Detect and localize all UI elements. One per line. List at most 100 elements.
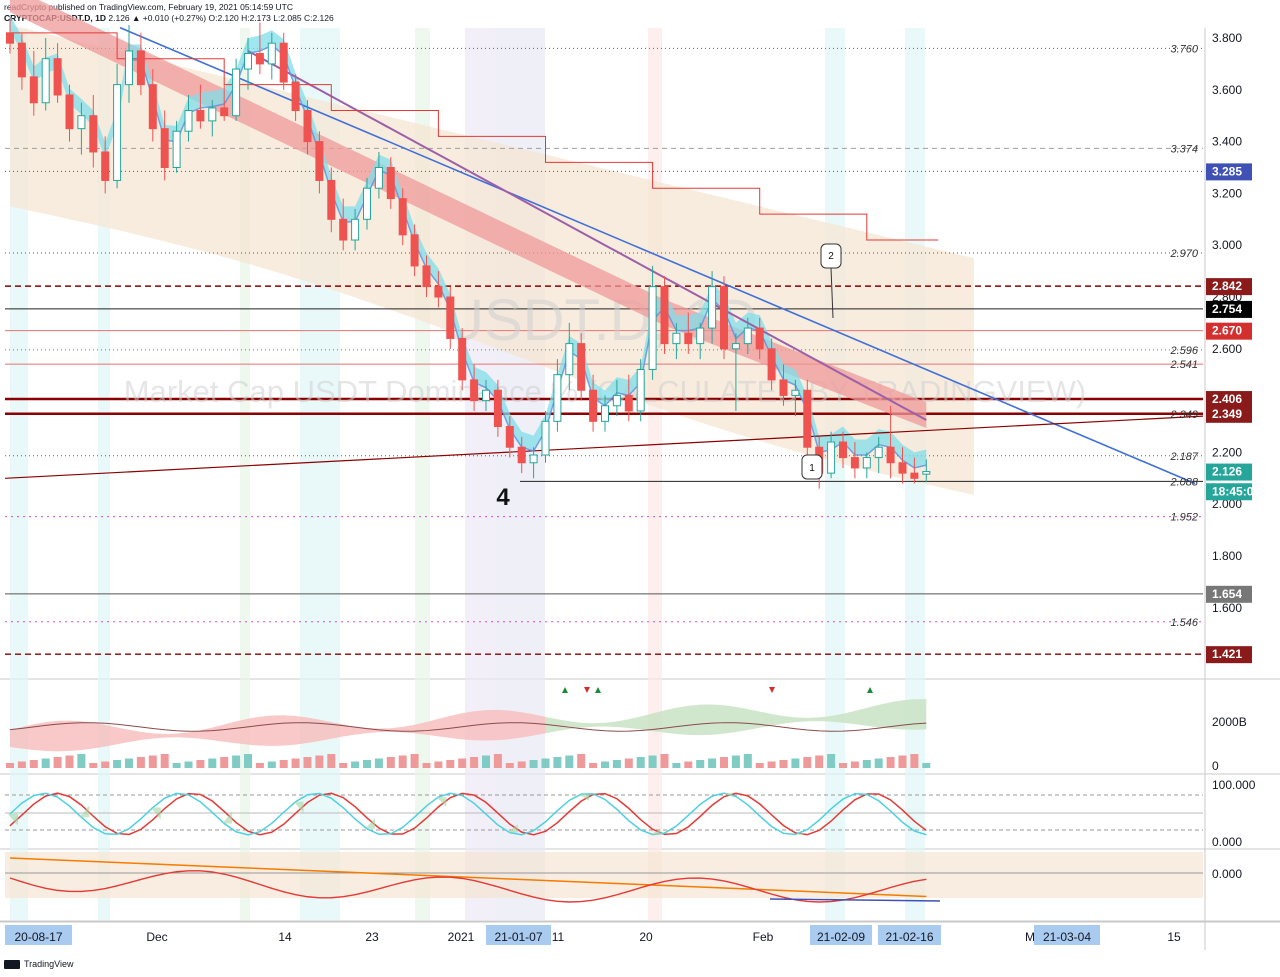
time-axis-tick: 20 — [639, 930, 653, 944]
time-axis-highlight-box — [878, 925, 941, 945]
candle-body — [601, 405, 609, 422]
callout-1-text: 1 — [809, 463, 815, 474]
candle-body — [327, 179, 336, 220]
osc-background — [5, 852, 1203, 898]
tradingview-footer: TradingView — [4, 959, 74, 969]
price-label-box — [1206, 278, 1252, 296]
session-band — [240, 28, 250, 920]
candle-body — [125, 50, 133, 86]
time-axis-highlight-label: 21-03-04 — [1043, 930, 1091, 944]
candle-body — [315, 141, 324, 181]
candle-body — [267, 42, 276, 65]
volume-bar — [255, 763, 264, 768]
volume-bar — [291, 758, 300, 768]
stoch-fill — [722, 793, 732, 797]
level-label: 1.952 — [1170, 512, 1198, 524]
time-axis-highlight-label: 21-02-09 — [817, 930, 865, 944]
candle-body — [577, 343, 586, 391]
osc-line — [9, 870, 927, 903]
volume-bar — [612, 760, 621, 768]
volume-bar — [374, 758, 383, 768]
stoch-fill — [507, 824, 518, 833]
osc-blue-line — [769, 898, 941, 902]
candle-body — [482, 389, 490, 402]
stoch-slow — [9, 792, 927, 836]
price-axis-tick: 2.000 — [1212, 497, 1242, 511]
price-axis-tick: 3.400 — [1212, 135, 1242, 149]
stoch-fill — [793, 832, 804, 835]
price-label-box — [1206, 163, 1252, 181]
candle-body — [874, 446, 883, 459]
stoch-fill — [650, 829, 661, 835]
volume-bar — [565, 755, 574, 768]
volume-bar — [148, 755, 157, 768]
volume-bar — [672, 763, 681, 768]
volume-bar — [839, 763, 847, 768]
volume-bar — [517, 761, 526, 768]
candle-body — [505, 426, 514, 448]
candle-body — [517, 446, 526, 464]
price-label-box — [1206, 463, 1252, 481]
ichimoku-cloud — [10, 25, 974, 495]
level-label: 2.187 — [1169, 451, 1198, 463]
volume-cloud-green — [545, 699, 927, 736]
ohlc-values: 2.126 ▲ +0.010 (+0.27%) O:2.120 H:2.173 … — [108, 13, 334, 23]
candle-body — [422, 265, 431, 288]
candle-body — [363, 187, 371, 220]
volume-bar — [77, 754, 86, 768]
volume-bar — [446, 760, 455, 768]
stoch-fill — [8, 814, 18, 826]
candle-body — [624, 394, 633, 412]
volume-bar — [850, 761, 859, 768]
volume-bar — [910, 754, 919, 768]
candle-body — [708, 286, 717, 329]
level-label: 2.349 — [1169, 409, 1198, 421]
publish-line: readCrypto published on TradingView.com,… — [4, 2, 293, 12]
volume-bar — [577, 754, 586, 768]
volume-bar — [125, 758, 133, 768]
volume-bar — [898, 755, 907, 768]
volume-bar — [470, 757, 479, 768]
price-label-box — [1206, 391, 1252, 409]
candle-body — [898, 462, 907, 474]
candle-body — [886, 446, 895, 464]
candle-body — [386, 167, 395, 200]
volume-bar — [351, 761, 360, 768]
candle-body — [672, 332, 681, 345]
candle-body — [541, 420, 550, 456]
volume-bar — [65, 755, 74, 768]
price-label-box — [1206, 483, 1252, 501]
candle-body — [160, 128, 169, 168]
volume-bar — [267, 761, 276, 768]
stoch-axis-tick: 100.000 — [1212, 778, 1256, 792]
session-band — [98, 28, 110, 920]
level-label: 2.541 — [1169, 359, 1198, 371]
time-axis-highlight-label: 21-02-16 — [885, 930, 933, 944]
volume-bar — [648, 755, 657, 768]
price-label-box — [1206, 300, 1252, 318]
time-axis-tick: 14 — [278, 930, 292, 944]
candle-body — [101, 151, 110, 181]
candle-body — [767, 348, 776, 381]
price-label-text: 18:45:03 — [1212, 484, 1260, 498]
time-axis-tick: 15 — [1167, 930, 1181, 944]
stepped-line — [10, 32, 939, 241]
level-label: 2.970 — [1169, 248, 1198, 260]
price-axis-tick: 3.600 — [1212, 83, 1242, 97]
candle-body — [779, 379, 788, 396]
candle-body — [827, 441, 836, 474]
callout-2-pointer — [830, 267, 834, 319]
candle-body — [148, 84, 157, 130]
stoch-fill — [222, 811, 233, 824]
volume-bar — [113, 760, 122, 768]
price-label-text: 2.349 — [1212, 407, 1242, 421]
candle-body — [255, 53, 264, 65]
price-label-box — [1206, 646, 1252, 664]
candle-body — [41, 58, 50, 104]
publish-info: readCrypto published on TradingView.com,… — [4, 2, 294, 12]
volume-bar — [89, 763, 98, 768]
time-axis-tick: 11 — [552, 930, 565, 944]
stoch-axis-tick: 0.000 — [1212, 835, 1242, 849]
osc-axis-tick: 0.000 — [1212, 867, 1242, 881]
